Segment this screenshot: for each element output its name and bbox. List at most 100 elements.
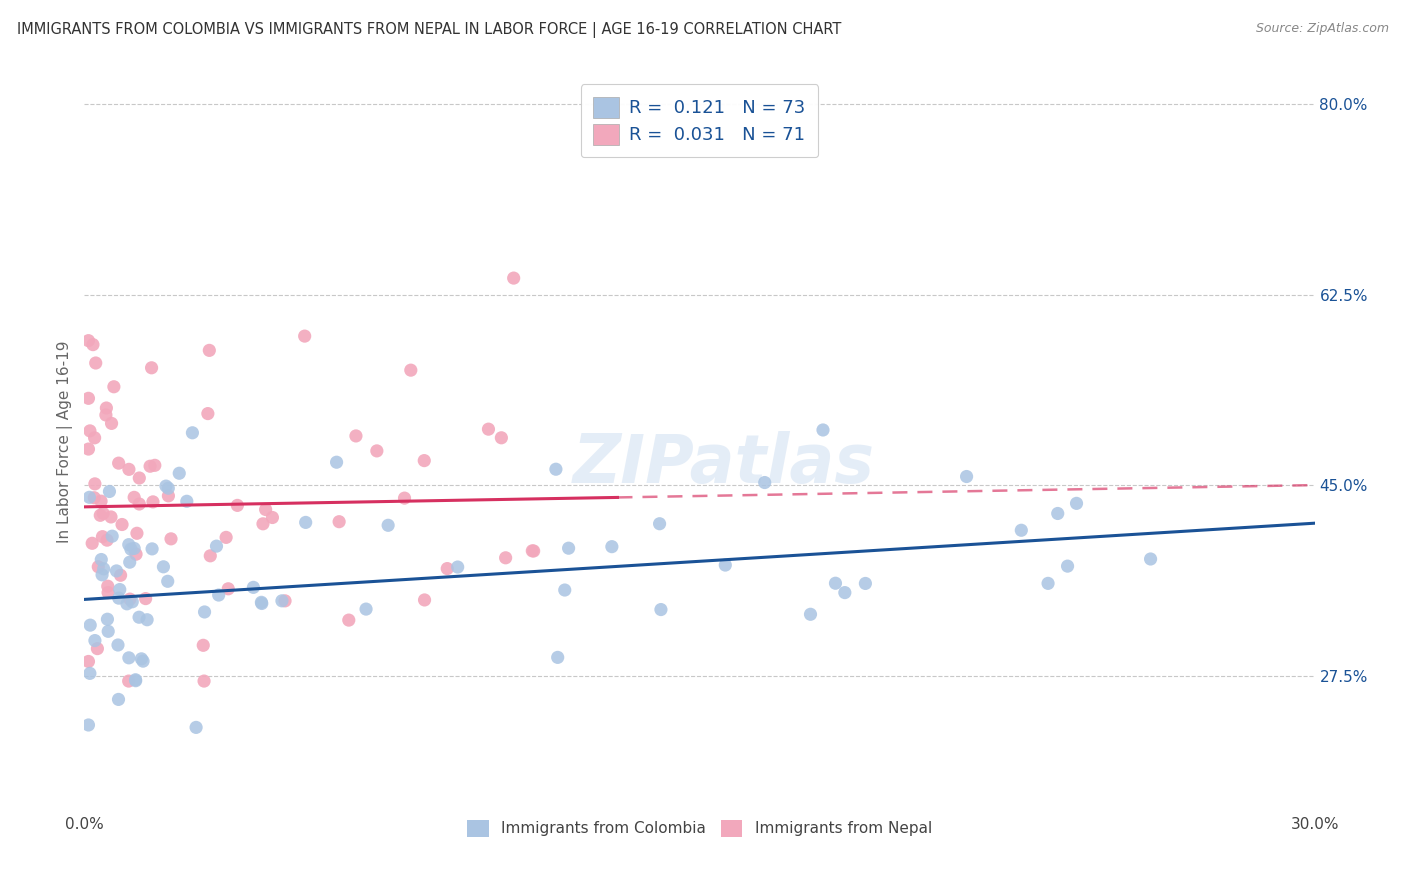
Point: [107, 638, 129, 652]
Point: [89, 508, 111, 523]
Point: [97, 624, 120, 639]
Point: [77, 655, 100, 669]
Point: [215, 530, 238, 544]
Point: [101, 529, 124, 543]
Point: [799, 607, 821, 622]
Point: [107, 591, 129, 606]
Point: [650, 602, 672, 616]
Y-axis label: In Labor Force | Age 16-19: In Labor Force | Age 16-19: [58, 340, 73, 543]
Point: [377, 518, 399, 533]
Point: [254, 502, 277, 516]
Point: [131, 652, 153, 666]
Point: [136, 613, 159, 627]
Point: [91, 506, 114, 520]
Point: [217, 582, 239, 596]
Point: [811, 423, 834, 437]
Point: [824, 576, 846, 591]
Point: [93, 562, 115, 576]
Point: [82, 536, 104, 550]
Point: [294, 516, 316, 530]
Point: [135, 591, 157, 606]
Point: [79, 424, 101, 438]
Point: [648, 516, 671, 531]
Point: [354, 602, 377, 616]
Text: IMMIGRANTS FROM COLOMBIA VS IMMIGRANTS FROM NEPAL IN LABOR FORCE | AGE 16-19 COR: IMMIGRANTS FROM COLOMBIA VS IMMIGRANTS F…: [17, 22, 841, 38]
Point: [1036, 576, 1059, 591]
Point: [447, 560, 470, 574]
Point: [125, 673, 148, 688]
Point: [107, 692, 129, 706]
Point: [120, 542, 142, 557]
Point: [142, 495, 165, 509]
Point: [250, 595, 273, 609]
Point: [252, 516, 274, 531]
Point: [491, 431, 513, 445]
Point: [83, 491, 105, 505]
Point: [83, 476, 105, 491]
Point: [413, 453, 436, 467]
Point: [1010, 523, 1032, 537]
Point: [242, 580, 264, 594]
Point: [96, 533, 118, 548]
Point: [197, 407, 219, 421]
Point: [96, 401, 118, 415]
Point: [97, 579, 120, 593]
Point: [1056, 559, 1078, 574]
Point: [132, 654, 155, 668]
Point: [250, 597, 273, 611]
Point: [523, 544, 546, 558]
Point: [160, 532, 183, 546]
Point: [547, 650, 569, 665]
Point: [87, 559, 110, 574]
Point: [125, 526, 148, 541]
Point: [181, 425, 204, 440]
Point: [557, 541, 579, 556]
Point: [167, 467, 190, 481]
Point: [394, 491, 416, 505]
Point: [118, 555, 141, 569]
Point: [274, 594, 297, 608]
Point: [118, 650, 141, 665]
Point: [82, 337, 104, 351]
Point: [156, 574, 179, 589]
Point: [205, 539, 228, 553]
Point: [118, 592, 141, 607]
Point: [84, 633, 107, 648]
Point: [79, 618, 101, 632]
Point: [399, 363, 422, 377]
Point: [198, 343, 221, 358]
Point: [366, 443, 388, 458]
Text: Source: ZipAtlas.com: Source: ZipAtlas.com: [1256, 22, 1389, 36]
Point: [714, 558, 737, 572]
Point: [128, 471, 150, 485]
Text: ZIPatlas: ZIPatlas: [574, 431, 875, 497]
Point: [121, 595, 143, 609]
Point: [107, 456, 129, 470]
Point: [226, 499, 249, 513]
Point: [96, 612, 118, 626]
Point: [115, 597, 138, 611]
Point: [1046, 507, 1069, 521]
Point: [328, 515, 350, 529]
Point: [413, 593, 436, 607]
Point: [105, 564, 128, 578]
Point: [128, 610, 150, 624]
Point: [122, 491, 145, 505]
Point: [834, 585, 856, 599]
Point: [91, 567, 114, 582]
Point: [111, 517, 134, 532]
Point: [955, 469, 977, 483]
Point: [337, 613, 360, 627]
Point: [90, 552, 112, 566]
Point: [98, 484, 121, 499]
Point: [94, 408, 117, 422]
Point: [79, 491, 101, 505]
Point: [79, 666, 101, 681]
Point: [90, 494, 112, 508]
Point: [84, 356, 107, 370]
Point: [325, 455, 347, 469]
Point: [193, 674, 215, 689]
Point: [208, 588, 231, 602]
Point: [855, 576, 877, 591]
Point: [184, 720, 207, 734]
